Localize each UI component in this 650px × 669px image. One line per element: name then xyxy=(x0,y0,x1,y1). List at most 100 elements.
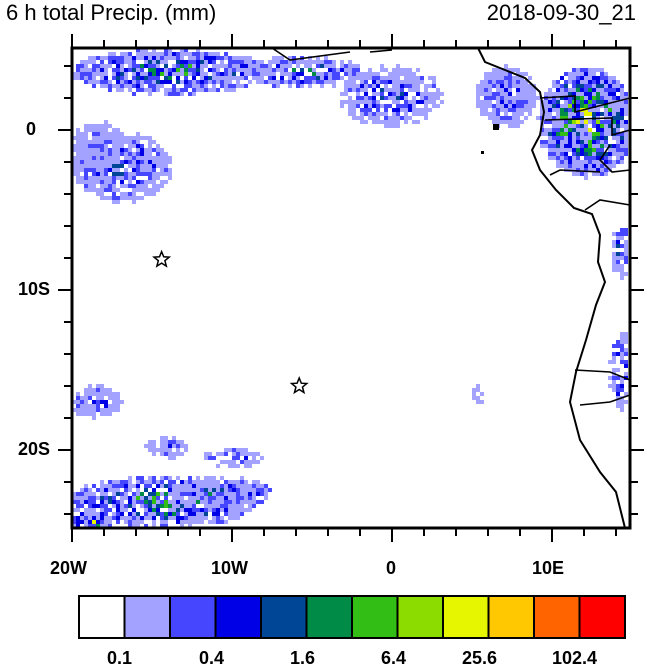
precip-cell xyxy=(572,84,576,88)
precip-cell xyxy=(356,88,360,92)
precip-cell xyxy=(156,144,160,148)
precip-cell xyxy=(200,60,204,64)
precip-cell xyxy=(352,88,356,92)
precip-cell xyxy=(88,408,92,412)
precip-cell xyxy=(160,156,164,160)
precip-cell xyxy=(172,92,176,96)
precip-cell xyxy=(92,180,96,184)
precip-cell xyxy=(172,68,176,72)
precip-cell xyxy=(572,92,576,96)
precip-cell xyxy=(388,116,392,120)
precip-cell xyxy=(308,64,312,68)
precip-cell xyxy=(100,504,104,508)
precip-cell xyxy=(584,120,588,124)
precip-cell xyxy=(108,188,112,192)
precip-cell xyxy=(176,76,180,80)
precip-cell xyxy=(412,120,416,124)
precip-cell xyxy=(504,84,508,88)
precip-cell xyxy=(612,80,616,84)
precip-cell xyxy=(616,260,620,264)
precip-cell xyxy=(528,108,532,112)
precip-cell xyxy=(624,92,628,96)
precip-cell xyxy=(576,128,580,132)
precip-cell xyxy=(584,112,588,116)
precip-cell xyxy=(620,124,624,128)
precip-cell xyxy=(224,80,228,84)
precip-cell xyxy=(404,92,408,96)
precip-cell xyxy=(148,88,152,92)
precip-cell xyxy=(184,516,188,520)
precip-cell xyxy=(244,56,248,60)
precip-cell xyxy=(332,60,336,64)
precip-cell xyxy=(256,76,260,80)
precip-cell xyxy=(148,180,152,184)
precip-cell xyxy=(584,80,588,84)
precip-cell xyxy=(160,80,164,84)
precip-cell xyxy=(80,136,84,140)
precip-cell xyxy=(120,88,124,92)
precip-cell xyxy=(512,104,516,108)
precip-cell xyxy=(592,88,596,92)
precip-cell xyxy=(104,64,108,68)
precip-cell xyxy=(232,68,236,72)
precip-cell xyxy=(544,108,548,112)
precip-cell xyxy=(564,148,568,152)
precip-cell xyxy=(128,520,132,524)
precip-cell xyxy=(152,72,156,76)
precip-cell xyxy=(148,68,152,72)
precip-cell xyxy=(588,168,592,172)
precip-cell xyxy=(580,136,584,140)
precip-cell xyxy=(140,72,144,76)
precip-cell xyxy=(568,156,572,160)
precip-cell xyxy=(168,68,172,72)
precip-cell xyxy=(156,68,160,72)
precip-cell xyxy=(136,180,140,184)
precip-cell xyxy=(108,140,112,144)
precip-cell xyxy=(136,144,140,148)
precip-cell xyxy=(420,112,424,116)
precip-cell xyxy=(596,128,600,132)
precip-cell xyxy=(332,84,336,88)
precip-cell xyxy=(248,68,252,72)
precip-cell xyxy=(400,116,404,120)
precip-cell xyxy=(144,164,148,168)
precip-cell xyxy=(552,108,556,112)
precip-cell xyxy=(88,384,92,388)
precip-cell xyxy=(144,160,148,164)
precip-cell xyxy=(348,64,352,68)
precip-cell xyxy=(356,92,360,96)
precip-cell xyxy=(488,100,492,104)
precip-cell xyxy=(224,52,228,56)
precip-cell xyxy=(412,108,416,112)
precip-cell xyxy=(124,520,128,524)
precip-cell xyxy=(88,144,92,148)
precip-cell xyxy=(476,84,480,88)
precip-cell xyxy=(580,104,584,108)
precip-cell xyxy=(384,120,388,124)
precip-cell xyxy=(100,64,104,68)
precip-cell xyxy=(304,76,308,80)
precip-cell xyxy=(292,60,296,64)
precip-cell xyxy=(72,76,76,80)
precip-cell xyxy=(112,128,116,132)
precip-cell xyxy=(364,80,368,84)
precip-cell xyxy=(596,68,600,72)
precip-cell xyxy=(344,72,348,76)
precip-cell xyxy=(192,520,196,524)
precip-cell xyxy=(508,92,512,96)
precip-cell xyxy=(92,132,96,136)
precip-cell xyxy=(420,100,424,104)
precip-cell xyxy=(484,96,488,100)
precip-cell xyxy=(544,140,548,144)
precip-cell xyxy=(80,160,84,164)
precip-cell xyxy=(96,160,100,164)
precip-cell xyxy=(104,160,108,164)
precip-cell xyxy=(192,88,196,92)
precip-cell xyxy=(172,56,176,60)
precip-cell xyxy=(424,92,428,96)
precip-cell xyxy=(128,140,132,144)
precip-cell xyxy=(500,108,504,112)
precip-cell xyxy=(168,88,172,92)
precip-cell xyxy=(132,496,136,500)
precip-cell xyxy=(228,84,232,88)
